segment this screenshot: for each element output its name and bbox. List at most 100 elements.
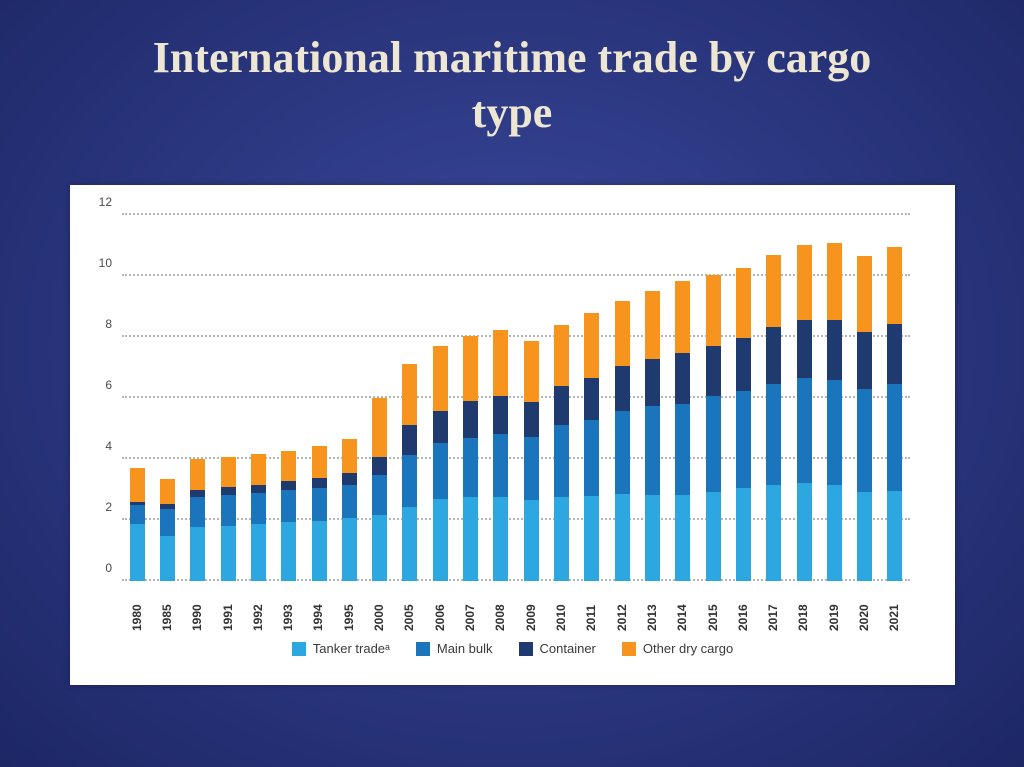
bar-2019 [826,243,842,581]
bar-segment [857,388,873,492]
bar-2009 [523,341,539,581]
bar-slot [698,215,728,581]
bar-segment [281,481,297,491]
bar-segment [402,425,418,456]
bar-segment [766,327,782,384]
x-axis-tick-label: 2021 [887,604,902,631]
x-axis-tick: 1995 [334,585,364,631]
bar-segment [826,243,842,321]
gridline [122,335,910,337]
bar-segment [341,473,357,485]
bar-2013 [644,290,660,581]
x-axis-tick-label: 2014 [675,604,690,631]
bar-slot [486,215,516,581]
bar-slot [546,215,576,581]
legend-swatch [621,641,636,656]
x-axis-tick-label: 1990 [190,604,205,631]
bar-slot [637,215,667,581]
bar-segment [220,495,236,527]
x-axis-tick-label: 1985 [159,604,174,631]
bar-segment [644,405,660,495]
x-axis-tick-label: 2012 [614,604,629,631]
bar-segment [372,398,388,458]
gridline [122,457,910,459]
bar-segment [432,443,448,499]
bar-segment [523,436,539,501]
bar-segment [281,522,297,581]
x-axis-tick: 1991 [213,585,243,631]
x-axis-tick-label: 2019 [826,604,841,631]
bar-1991 [220,456,236,581]
bar-2005 [402,364,418,581]
bar-segment [644,290,660,359]
x-axis-tick-label: 2016 [735,604,750,631]
bar-segment [796,245,812,321]
bar-segment [584,377,600,420]
bar-segment [190,458,206,491]
bar-slot [425,215,455,581]
x-axis-tick: 2014 [668,585,698,631]
bar-segment [826,484,842,581]
legend-label: Container [539,641,596,656]
bar-segment [372,475,388,516]
bar-segment [311,445,327,478]
x-axis-tick-label: 1992 [250,604,265,631]
bar-segment [463,497,479,581]
x-axis-tick: 2015 [698,585,728,631]
bar-segment [523,500,539,581]
bar-segment [735,267,751,338]
bar-segment [402,364,418,426]
x-axis-tick: 2012 [607,585,637,631]
bar-slot [213,215,243,581]
bar-slot [365,215,395,581]
bar-segment [705,275,721,346]
bar-1980 [129,468,145,581]
bar-segment [857,491,873,581]
bar-segment [220,487,236,495]
x-axis-tick-label: 2009 [523,604,538,631]
x-axis-tick: 1980 [122,585,152,631]
x-axis-tick-label: 2006 [432,604,447,631]
bar-slot [274,215,304,581]
bar-segment [644,358,660,406]
slide-title: International maritime trade by cargo ty… [152,33,872,137]
x-axis-tick: 2010 [546,585,576,631]
gridline [122,579,910,581]
bar-slot [122,215,152,581]
bar-segment [887,324,903,384]
bar-segment [675,494,691,581]
bar-segment [493,497,509,581]
x-axis-tick: 2006 [425,585,455,631]
bar-segment [887,491,903,581]
bar-segment [159,504,175,510]
bar-segment [402,507,418,581]
x-axis-tick: 2008 [486,585,516,631]
x-axis-tick: 2000 [365,585,395,631]
bar-slot [789,215,819,581]
bar-segment [614,300,630,367]
bar-segment [554,425,570,497]
bar-segment [554,496,570,581]
bar-segment [432,346,448,411]
bar-segment [796,320,812,378]
bar-segment [675,403,691,495]
x-axis-tick: 2007 [455,585,485,631]
bar-2008 [493,330,509,581]
bar-segment [341,484,357,519]
bar-slot [304,215,334,581]
bar-segment [766,383,782,485]
legend-item: Tanker tradeᵃ [291,641,390,656]
bar-segment [766,254,782,328]
x-axis-tick: 1990 [183,585,213,631]
x-axis-tick-label: 2015 [705,604,720,631]
legend-item: Container [518,641,596,656]
bar-segment [614,410,630,495]
x-axis-tick-label: 2007 [463,604,477,631]
x-axis-tick: 2021 [880,585,910,631]
bar-segment [341,518,357,581]
bar-segment [129,502,145,506]
bar-segment [675,353,691,404]
bar-slot [455,215,485,581]
bar-segment [372,457,388,476]
bar-slot [183,215,213,581]
